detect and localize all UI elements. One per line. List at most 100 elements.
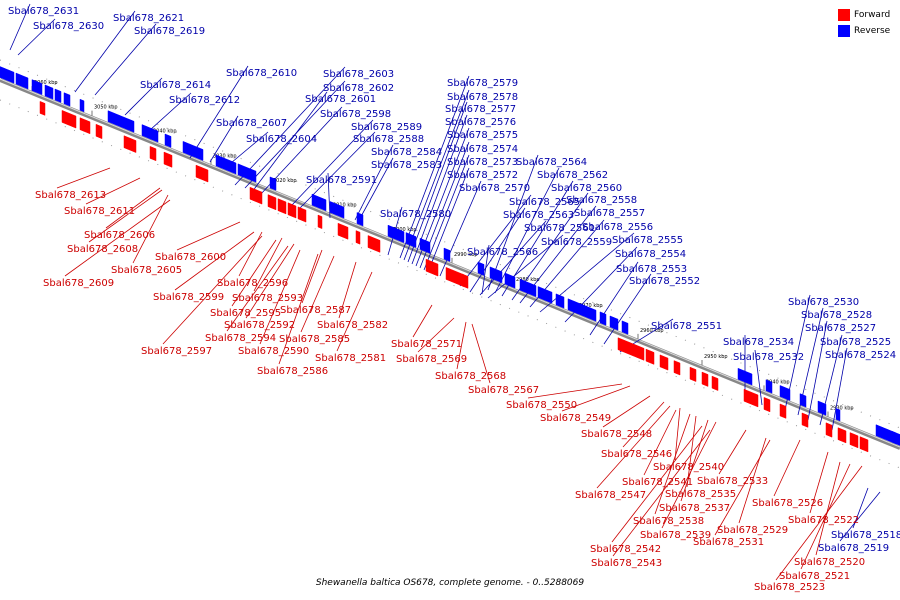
gene-label-sbal678-2574[interactable]: Sbal678_2574 — [447, 144, 518, 155]
gene-label-sbal678-2573[interactable]: Sbal678_2573 — [447, 157, 518, 168]
gene-label-sbal678-2595[interactable]: Sbal678_2595 — [210, 308, 281, 319]
gene-label-sbal678-2605[interactable]: Sbal678_2605 — [111, 265, 182, 276]
gene-label-sbal678-2583[interactable]: Sbal678_2583 — [371, 160, 442, 171]
gene-label-sbal678-2523[interactable]: Sbal678_2523 — [754, 582, 825, 593]
gene-label-sbal678-2610[interactable]: Sbal678_2610 — [226, 68, 297, 79]
gene-label-sbal678-2551[interactable]: Sbal678_2551 — [651, 321, 722, 332]
gene-label-sbal678-2518[interactable]: Sbal678_2518 — [831, 530, 900, 541]
gene-label-sbal678-2550[interactable]: Sbal678_2550 — [506, 400, 577, 411]
gene-label-sbal678-2577[interactable]: Sbal678_2577 — [445, 104, 516, 115]
gene-label-sbal678-2609[interactable]: Sbal678_2609 — [43, 278, 114, 289]
gene-label-sbal678-2579[interactable]: Sbal678_2579 — [447, 78, 518, 89]
gene-label-sbal678-2603[interactable]: Sbal678_2603 — [323, 69, 394, 80]
gene-label-sbal678-2549[interactable]: Sbal678_2549 — [540, 413, 611, 424]
gene-label-sbal678-2563[interactable]: Sbal678_2563 — [503, 210, 574, 221]
gene-label-sbal678-2602[interactable]: Sbal678_2602 — [323, 83, 394, 94]
gene-label-sbal678-2562[interactable]: Sbal678_2562 — [537, 170, 608, 181]
gene-label-sbal678-2621[interactable]: Sbal678_2621 — [113, 13, 184, 24]
gene-label-sbal678-2540[interactable]: Sbal678_2540 — [653, 462, 724, 473]
gene-label-sbal678-2532[interactable]: Sbal678_2532 — [733, 352, 804, 363]
gene-label-sbal678-2539[interactable]: Sbal678_2539 — [640, 530, 711, 541]
gene-label-sbal678-2585[interactable]: Sbal678_2585 — [279, 334, 350, 345]
gene-label-sbal678-2593[interactable]: Sbal678_2593 — [232, 293, 303, 304]
gene-label-sbal678-2571[interactable]: Sbal678_2571 — [391, 339, 462, 350]
gene-label-sbal678-2619[interactable]: Sbal678_2619 — [134, 26, 205, 37]
gene-label-sbal678-2601[interactable]: Sbal678_2601 — [305, 94, 376, 105]
gene-label-sbal678-2529[interactable]: Sbal678_2529 — [717, 525, 788, 536]
gene-label-sbal678-2537[interactable]: Sbal678_2537 — [659, 503, 730, 514]
gene-label-sbal678-2557[interactable]: Sbal678_2557 — [574, 208, 645, 219]
gene-label-sbal678-2561[interactable]: Sbal678_2561 — [524, 223, 595, 234]
gene-label-sbal678-2558[interactable]: Sbal678_2558 — [566, 195, 637, 206]
gene-label-sbal678-2587[interactable]: Sbal678_2587 — [280, 305, 351, 316]
gene-label-sbal678-2584[interactable]: Sbal678_2584 — [371, 147, 442, 158]
gene-label-sbal678-2598[interactable]: Sbal678_2598 — [320, 109, 391, 120]
gene-label-sbal678-2590[interactable]: Sbal678_2590 — [238, 346, 309, 357]
gene-label-sbal678-2554[interactable]: Sbal678_2554 — [615, 249, 686, 260]
gene-label-sbal678-2589[interactable]: Sbal678_2589 — [351, 122, 422, 133]
gene-label-sbal678-2547[interactable]: Sbal678_2547 — [575, 490, 646, 501]
gene-label-sbal678-2520[interactable]: Sbal678_2520 — [794, 557, 865, 568]
gene-label-sbal678-2528[interactable]: Sbal678_2528 — [801, 310, 872, 321]
gene-label-sbal678-2556[interactable]: Sbal678_2556 — [582, 222, 653, 233]
gene-label-sbal678-2567[interactable]: Sbal678_2567 — [468, 385, 539, 396]
gene-label-sbal678-2575[interactable]: Sbal678_2575 — [447, 130, 518, 141]
gene-label-sbal678-2553[interactable]: Sbal678_2553 — [616, 264, 687, 275]
gene-label-sbal678-2519[interactable]: Sbal678_2519 — [818, 543, 889, 554]
gene-label-sbal678-2611[interactable]: Sbal678_2611 — [64, 206, 135, 217]
gene-label-sbal678-2535[interactable]: Sbal678_2535 — [665, 489, 736, 500]
gene-label-sbal678-2607[interactable]: Sbal678_2607 — [216, 118, 287, 129]
gene-label-sbal678-2596[interactable]: Sbal678_2596 — [217, 278, 288, 289]
gene-label-sbal678-2591[interactable]: Sbal678_2591 — [306, 175, 377, 186]
gene-label-sbal678-2569[interactable]: Sbal678_2569 — [396, 354, 467, 365]
gene-label-sbal678-2524[interactable]: Sbal678_2524 — [825, 350, 896, 361]
gene-label-sbal678-2581[interactable]: Sbal678_2581 — [315, 353, 386, 364]
gene-label-sbal678-2555[interactable]: Sbal678_2555 — [612, 235, 683, 246]
gene-label-sbal678-2594[interactable]: Sbal678_2594 — [205, 333, 276, 344]
gene-label-sbal678-2613[interactable]: Sbal678_2613 — [35, 190, 106, 201]
gene-label-sbal678-2572[interactable]: Sbal678_2572 — [447, 170, 518, 181]
gene-label-sbal678-2599[interactable]: Sbal678_2599 — [153, 292, 224, 303]
gene-label-sbal678-2592[interactable]: Sbal678_2592 — [224, 320, 295, 331]
gene-label-sbal678-2534[interactable]: Sbal678_2534 — [723, 337, 794, 348]
gene-label-sbal678-2576[interactable]: Sbal678_2576 — [445, 117, 516, 128]
gene-label-sbal678-2533[interactable]: Sbal678_2533 — [697, 476, 768, 487]
gene-label-sbal678-2543[interactable]: Sbal678_2543 — [591, 558, 662, 569]
gene-label-sbal678-2530[interactable]: Sbal678_2530 — [788, 297, 859, 308]
gene-label-sbal678-2541[interactable]: Sbal678_2541 — [622, 477, 693, 488]
leader-sbal678-2601 — [251, 91, 328, 193]
gene-label-sbal678-2612[interactable]: Sbal678_2612 — [169, 95, 240, 106]
gene-label-sbal678-2580[interactable]: Sbal678_2580 — [380, 209, 451, 220]
gene-label-sbal678-2564[interactable]: Sbal678_2564 — [516, 157, 587, 168]
gene-label-sbal678-2538[interactable]: Sbal678_2538 — [633, 516, 704, 527]
gene-label-sbal678-2565[interactable]: Sbal678_2565 — [509, 197, 580, 208]
gene-label-sbal678-2522[interactable]: Sbal678_2522 — [788, 515, 859, 526]
gene-label-sbal678-2614[interactable]: Sbal678_2614 — [140, 80, 211, 91]
gene-label-sbal678-2570[interactable]: Sbal678_2570 — [459, 183, 530, 194]
gene-label-sbal678-2566[interactable]: Sbal678_2566 — [467, 247, 538, 258]
gene-label-sbal678-2560[interactable]: Sbal678_2560 — [551, 183, 622, 194]
gene-label-sbal678-2578[interactable]: Sbal678_2578 — [447, 92, 518, 103]
gene-label-sbal678-2542[interactable]: Sbal678_2542 — [590, 544, 661, 555]
gene-label-sbal678-2531[interactable]: Sbal678_2531 — [693, 537, 764, 548]
gene-label-sbal678-2548[interactable]: Sbal678_2548 — [581, 429, 652, 440]
gene-label-sbal678-2608[interactable]: Sbal678_2608 — [67, 244, 138, 255]
gene-label-sbal678-2588[interactable]: Sbal678_2588 — [353, 134, 424, 145]
gene-label-sbal678-2630[interactable]: Sbal678_2630 — [33, 21, 104, 32]
gene-label-sbal678-2600[interactable]: Sbal678_2600 — [155, 252, 226, 263]
gene-label-sbal678-2631[interactable]: Sbal678_2631 — [8, 6, 79, 17]
gene-label-sbal678-2604[interactable]: Sbal678_2604 — [246, 134, 317, 145]
gene-label-sbal678-2521[interactable]: Sbal678_2521 — [779, 571, 850, 582]
gene-label-sbal678-2552[interactable]: Sbal678_2552 — [629, 276, 700, 287]
gene-label-sbal678-2525[interactable]: Sbal678_2525 — [820, 337, 891, 348]
gene-label-sbal678-2568[interactable]: Sbal678_2568 — [435, 371, 506, 382]
gene-label-sbal678-2559[interactable]: Sbal678_2559 — [541, 237, 612, 248]
gene-label-sbal678-2527[interactable]: Sbal678_2527 — [805, 323, 876, 334]
gene-label-sbal678-2597[interactable]: Sbal678_2597 — [141, 346, 212, 357]
gene-label-sbal678-2582[interactable]: Sbal678_2582 — [317, 320, 388, 331]
gene-label-sbal678-2546[interactable]: Sbal678_2546 — [601, 449, 672, 460]
gene-label-sbal678-2526[interactable]: Sbal678_2526 — [752, 498, 823, 509]
leader-sbal678-2561 — [479, 220, 547, 296]
gene-label-sbal678-2606[interactable]: Sbal678_2606 — [84, 230, 155, 241]
gene-label-sbal678-2586[interactable]: Sbal678_2586 — [257, 366, 328, 377]
